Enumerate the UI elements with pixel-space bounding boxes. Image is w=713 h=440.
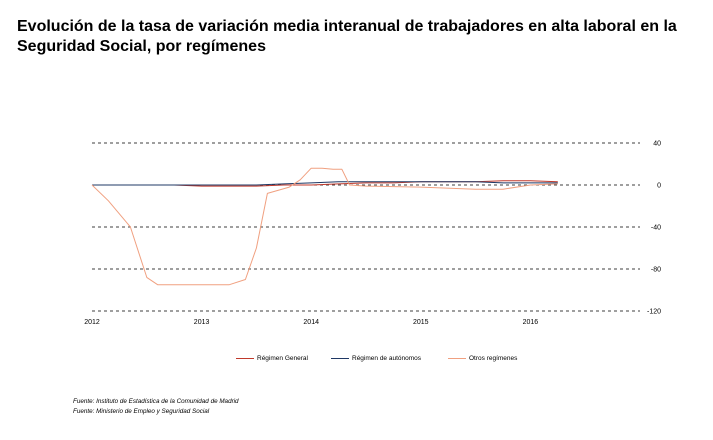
x-tick-label: 2015 — [413, 319, 429, 326]
legend-label: Régimen General — [257, 354, 308, 362]
source-line: Fuente: Ministerio de Empleo y Seguridad… — [73, 408, 210, 415]
legend-entry: Régimen General — [236, 352, 308, 364]
legend-swatch — [236, 357, 254, 359]
series-lines — [91, 167, 558, 286]
grid-lines — [92, 142, 640, 312]
legend-entry: Otros regímenes — [448, 352, 517, 364]
source-line: Fuente: Instituto de Estadística de la C… — [73, 398, 239, 405]
legend: Régimen General Régimen de autónomos Otros… — [0, 352, 713, 364]
chart-title: Evolución de la tasa de variación media … — [17, 18, 677, 55]
x-tick-label: 2014 — [303, 319, 319, 326]
legend-swatch — [331, 357, 349, 359]
legend-swatch — [448, 357, 466, 359]
y-tick-label: -80 — [651, 267, 661, 274]
x-tick-label: 2013 — [194, 319, 210, 326]
series-line — [91, 167, 558, 286]
x-tick-label: 2016 — [523, 319, 539, 326]
y-axis-ticks: 40 0 -40 -80 -120 — [647, 141, 661, 316]
sources: Fuente: Instituto de Estadística de la C… — [73, 397, 239, 417]
y-tick-label: -120 — [647, 309, 661, 316]
series-line — [92, 181, 558, 186]
y-tick-label: 0 — [657, 183, 661, 190]
legend-label: Régimen de autónomos — [352, 354, 422, 362]
legend-label: Otros regímenes — [469, 354, 518, 362]
legend-entry: Régimen de autónomos — [331, 352, 421, 364]
x-axis-ticks: 2012 2013 2014 2015 2016 — [84, 319, 538, 326]
y-tick-label: 40 — [653, 141, 661, 148]
y-tick-label: -40 — [651, 225, 661, 232]
x-tick-label: 2012 — [84, 319, 100, 326]
